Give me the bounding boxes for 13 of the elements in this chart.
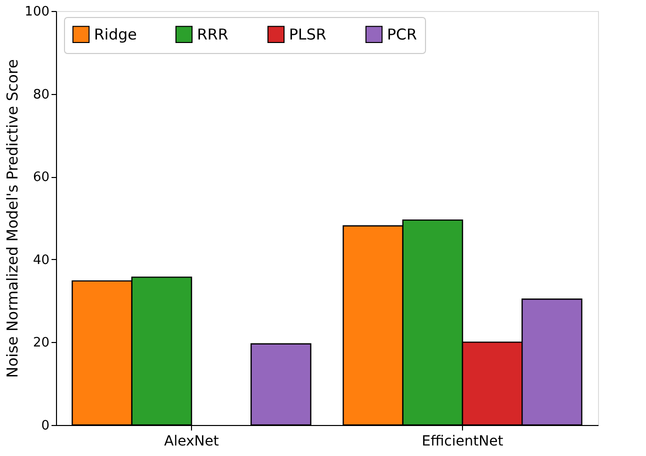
y-tick-label: 0 — [41, 418, 50, 434]
x-tick-label: AlexNet — [164, 434, 220, 450]
y-tick-label: 40 — [32, 252, 50, 268]
legend-label: Ridge — [94, 25, 137, 44]
y-tick-label: 60 — [32, 170, 50, 186]
y-tick-label: 80 — [32, 87, 50, 102]
legend-label: PCR — [387, 25, 417, 44]
x-tick-label: EfficientNet — [422, 434, 504, 450]
legend-label: RRR — [197, 25, 228, 44]
y-tick-label: 20 — [32, 336, 50, 351]
y-tick-label: 100 — [24, 4, 50, 20]
legend-label: PLSR — [289, 25, 326, 44]
y-axis-title: Noise Normalized Model's Predictive Score — [4, 59, 22, 378]
